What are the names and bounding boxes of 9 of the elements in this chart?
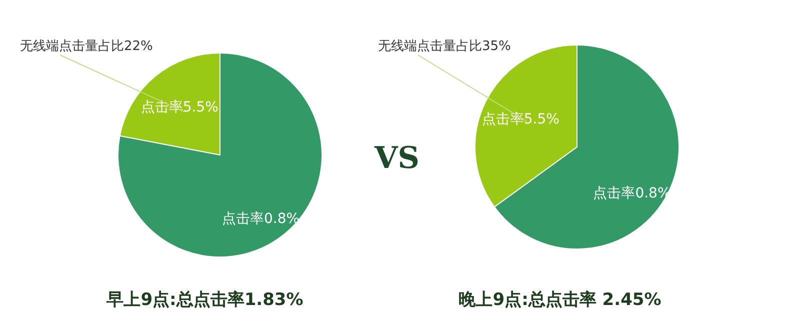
text: 早上9点:总点击率1.83% [106,290,304,310]
slice-label: 点击率5.5% [482,111,560,128]
slice-label: 点击率5.5% [140,99,218,116]
text: 晚上9点:总点击率 2.45% [458,290,662,310]
slice-label: 点击率0.8% [222,211,300,228]
text: 无线端点击量占比35% [378,39,511,54]
pie-slice [118,52,322,258]
text: 无线端点击量占比22% [20,39,153,54]
text: VS [374,141,420,176]
